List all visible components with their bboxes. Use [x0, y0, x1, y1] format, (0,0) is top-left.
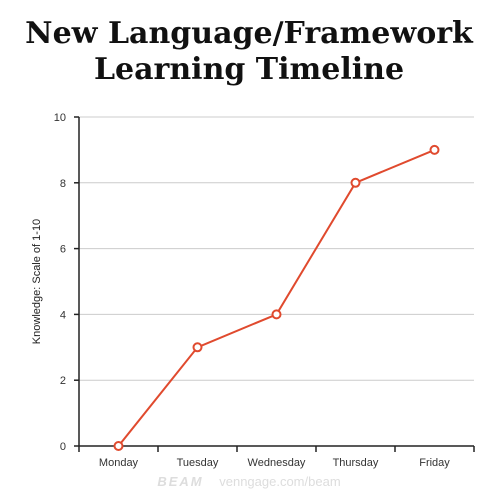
- y-tick-label-10: 10: [54, 112, 66, 124]
- data-point-wednesday: [271, 309, 282, 320]
- axes: [74, 116, 475, 452]
- y-axis-label: Knowledge: Scale of 1-10: [31, 219, 43, 344]
- x-tick-label-friday: Friday: [419, 457, 450, 469]
- x-tick-label-tuesday: Tuesday: [177, 457, 219, 469]
- gridlines: [79, 116, 474, 381]
- x-tick-label-wednesday: Wednesday: [248, 457, 306, 469]
- series-layer: [113, 144, 440, 451]
- y-tick-label-8: 8: [60, 178, 66, 190]
- data-point-tuesday: [192, 342, 203, 353]
- tick-labels: 0 2 4 6 8 10 Monday Tuesday Wednesday Thursday Fri…: [54, 112, 451, 469]
- x-tick-label-monday: Monday: [99, 457, 139, 469]
- data-point-friday: [429, 144, 440, 155]
- chart-title-line-1: New Language/Framework: [25, 16, 473, 51]
- y-tick-label-2: 2: [60, 375, 66, 387]
- y-tick-label-4: 4: [60, 309, 66, 321]
- y-tick-label-0: 0: [60, 441, 66, 453]
- y-tick-label-6: 6: [60, 244, 66, 256]
- chart-title: New Language/Framework Learning Timeline: [0, 16, 498, 88]
- watermark-url: venngage.com/beam: [219, 474, 341, 489]
- watermark-brand: BEAM: [157, 474, 204, 489]
- watermark: BEAM venngage.com/beam: [0, 474, 498, 489]
- x-tick-label-thursday: Thursday: [333, 457, 379, 469]
- series-line-0: [117, 148, 435, 447]
- chart-title-line-2: Learning Timeline: [93, 52, 405, 87]
- data-point-thursday: [350, 177, 361, 188]
- data-point-monday: [113, 441, 124, 451]
